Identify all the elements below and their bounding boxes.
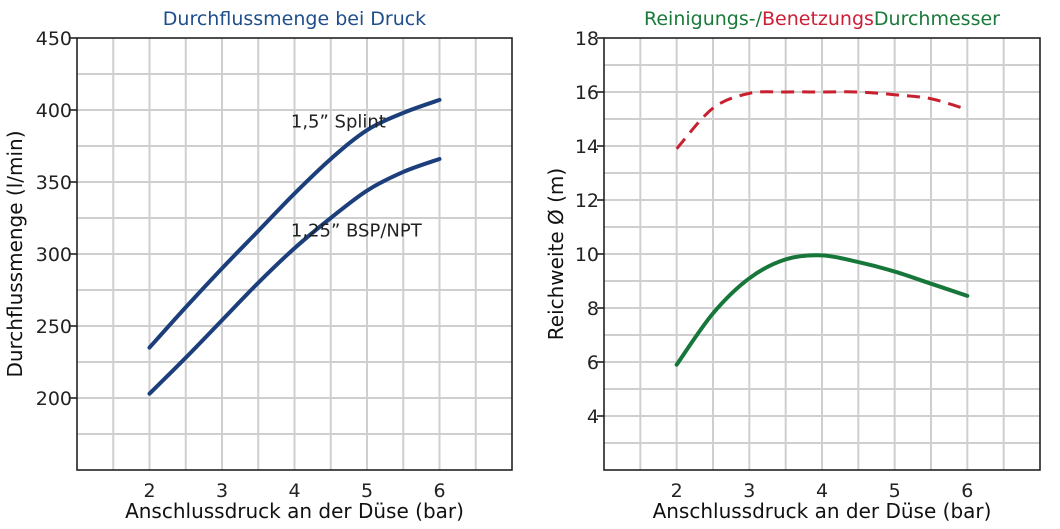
y-tick-label: 400 — [36, 100, 72, 122]
x-axis-label: Anschlussdruck an der Düse (bar) — [653, 499, 992, 523]
y-tick-label: 8 — [587, 298, 599, 320]
chart-title-part: Reinigungs-/ — [644, 8, 763, 30]
x-axis-label: Anschlussdruck an der Düse (bar) — [125, 499, 464, 523]
y-tick-label: 4 — [587, 406, 599, 428]
x-tick-label: 3 — [216, 480, 228, 502]
chart-title: Reinigungs-/BenetzungsDurchmesser — [644, 8, 1000, 30]
x-tick-label: 6 — [961, 480, 973, 502]
y-tick-label: 10 — [575, 244, 599, 266]
y-tick-label: 16 — [575, 82, 599, 104]
x-tick-label: 3 — [743, 480, 755, 502]
y-tick-label: 300 — [36, 244, 72, 266]
chart-title-part: Benetzungs — [762, 8, 874, 30]
y-tick-label: 350 — [36, 172, 72, 194]
y-tick-label: 6 — [587, 352, 599, 374]
x-tick-label: 5 — [889, 480, 901, 502]
y-tick-label: 18 — [575, 28, 599, 50]
y-axis-label: Reichweite Ø (m) — [544, 168, 568, 340]
chart-title: Durchflussmenge bei Druck — [163, 8, 426, 30]
y-axis-label: Durchflussmenge (l/min) — [3, 130, 27, 377]
x-tick-label: 4 — [816, 480, 828, 502]
chart-title-part: Durchmesser — [874, 8, 1000, 30]
y-tick-label: 200 — [36, 388, 72, 410]
x-tick-label: 6 — [433, 480, 445, 502]
y-tick-label: 250 — [36, 316, 72, 338]
series-line — [147, 156, 442, 396]
y-tick-label: 14 — [575, 136, 599, 158]
series-line — [675, 90, 968, 150]
series-line — [147, 97, 442, 350]
series-annotation: 1,5” Splint — [291, 111, 386, 132]
y-tick-label: 12 — [575, 190, 599, 212]
series-annotation: 1,25” BSP/NPT — [291, 221, 423, 242]
x-tick-label: 2 — [143, 480, 155, 502]
x-tick-label: 5 — [361, 480, 373, 502]
series-line — [674, 253, 970, 367]
x-tick-label: 2 — [671, 480, 683, 502]
x-tick-label: 4 — [288, 480, 300, 502]
y-tick-label: 450 — [36, 28, 72, 50]
